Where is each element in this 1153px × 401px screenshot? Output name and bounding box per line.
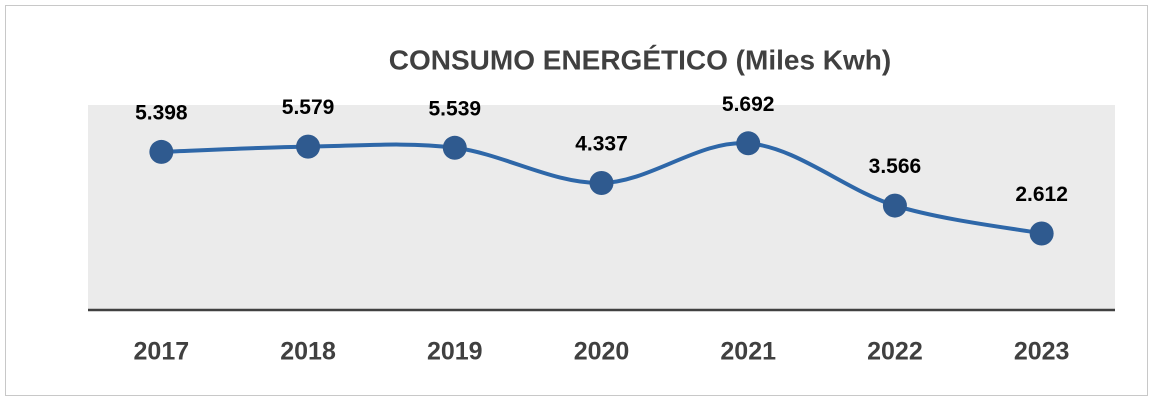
marker bbox=[736, 131, 761, 156]
chart-title: CONSUMO ENERGÉTICO (Miles Kwh) bbox=[389, 44, 891, 75]
data-label: 5.398 bbox=[135, 101, 188, 124]
x-tick-label: 2020 bbox=[574, 338, 630, 366]
plot-area bbox=[88, 105, 1115, 310]
x-tick-label: 2021 bbox=[720, 338, 776, 366]
data-label: 5.692 bbox=[722, 93, 775, 116]
marker bbox=[149, 139, 174, 164]
marker bbox=[296, 134, 321, 159]
data-label: 5.579 bbox=[282, 96, 335, 119]
data-label: 4.337 bbox=[575, 133, 628, 156]
data-label: 3.566 bbox=[869, 155, 922, 178]
x-tick-label: 2018 bbox=[280, 338, 336, 366]
data-label: 2.612 bbox=[1015, 183, 1068, 206]
marker bbox=[882, 193, 907, 218]
x-tick-label: 2022 bbox=[867, 338, 923, 366]
data-label: 5.539 bbox=[429, 97, 482, 120]
x-tick-label: 2017 bbox=[134, 338, 190, 366]
marker bbox=[1029, 221, 1054, 246]
marker bbox=[442, 135, 467, 160]
x-tick-label: 2019 bbox=[427, 338, 483, 366]
x-tick-label: 2023 bbox=[1014, 338, 1070, 366]
marker bbox=[589, 170, 614, 195]
